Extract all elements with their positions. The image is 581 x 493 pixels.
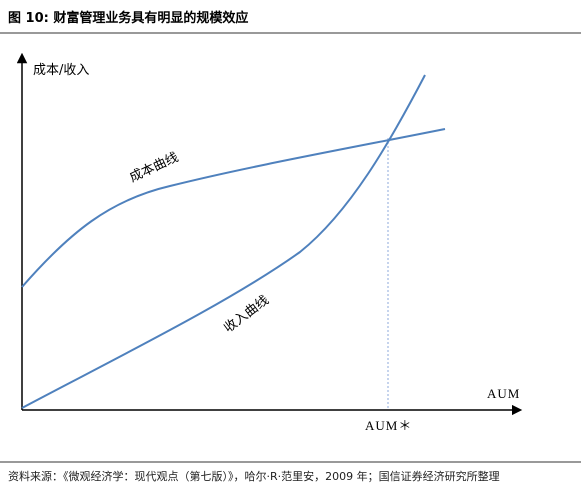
cost-curve-label: 成本曲线 [127, 150, 180, 186]
source: 资料来源：《微观经济学：现代观点（第七版）》，哈尔·R·范里安，2009 年；国… [8, 469, 500, 483]
aum-star-label: AUM＊ [365, 418, 412, 433]
cost-curve [21, 128, 446, 288]
x-axis-label: AUM [487, 386, 520, 401]
y-axis-label: 成本/收入 [33, 63, 89, 78]
revenue-curve [21, 74, 426, 409]
revenue-curve-label: 收入曲线 [221, 293, 272, 336]
title: 图 10: 财富管理业务具有明显的规模效应 [8, 10, 248, 26]
